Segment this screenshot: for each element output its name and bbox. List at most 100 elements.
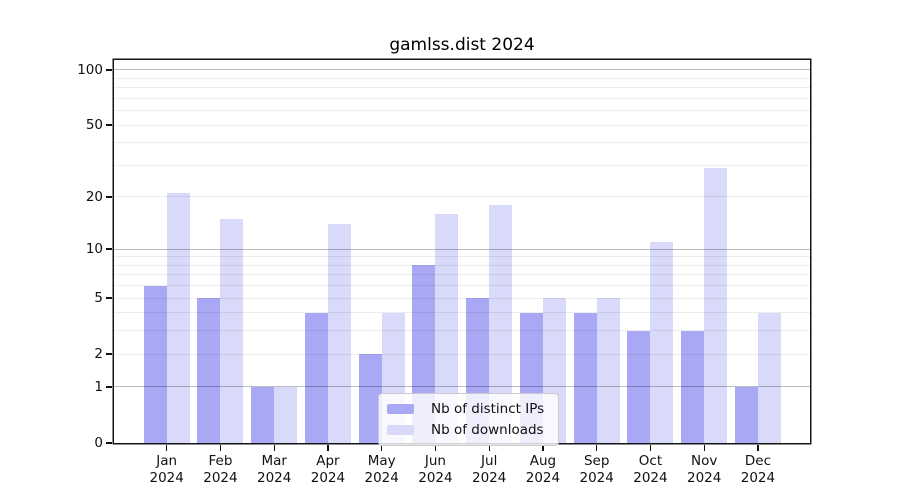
x-tick (703, 445, 705, 451)
x-tick-year: 2024 (579, 470, 614, 486)
bar-downloads (650, 242, 674, 443)
y-tick (106, 248, 112, 250)
x-tick-year: 2024 (525, 470, 561, 486)
legend-swatch (387, 425, 414, 435)
bar-distinct-ips (304, 312, 328, 443)
x-tick (219, 445, 222, 451)
x-tick-label: Apr 2024 (296, 453, 360, 487)
y-tick (106, 124, 112, 126)
gridline-80 (114, 87, 810, 89)
x-tick-year: 2024 (687, 470, 722, 486)
legend-item: Nb of downloads (387, 422, 544, 438)
y-tick-label: 50 (85, 117, 103, 134)
bar-downloads (596, 298, 620, 443)
bar-downloads (166, 193, 190, 443)
bar-downloads (435, 213, 459, 443)
x-tick-year: 2024 (203, 470, 238, 486)
x-tick-year: 2024 (310, 470, 346, 486)
x-tick-month: Apr (316, 453, 340, 469)
x-tick-label: Dec 2024 (726, 453, 790, 487)
x-tick-month: Oct (638, 453, 663, 469)
x-tick-label: Aug 2024 (511, 453, 575, 487)
bar-distinct-ips (197, 298, 221, 443)
x-tick-month: Dec (744, 453, 771, 469)
x-tick-month: Aug (529, 453, 557, 469)
bar-distinct-ips (251, 386, 275, 443)
chart-title: gamlss.dist 2024 (389, 35, 535, 55)
x-tick-year: 2024 (364, 470, 399, 486)
x-tick (434, 445, 437, 451)
x-tick-month: May (367, 453, 396, 469)
x-tick-year: 2024 (418, 470, 453, 486)
gridline-40 (114, 142, 810, 144)
y-tick-label: 0 (94, 435, 103, 451)
x-tick-month: Jul (481, 453, 498, 469)
x-tick (649, 445, 652, 451)
y-tick-label: 20 (85, 188, 103, 205)
y-tick-label: 5 (94, 290, 103, 307)
x-tick (757, 445, 759, 451)
plot-area: Nb of distinct IPs Nb of downloads 0 1 2 5 10… (77, 60, 810, 486)
legend-item: Nb of distinct IPs (387, 401, 544, 417)
bar-distinct-ips (143, 285, 167, 443)
bar-distinct-ips (681, 330, 705, 443)
x-tick (488, 445, 490, 451)
x-tick (327, 445, 329, 451)
y-tick (106, 442, 112, 444)
y-tick-label: 100 (77, 61, 103, 78)
bar-distinct-ips (358, 354, 382, 443)
bar-distinct-ips (573, 312, 597, 443)
bar-distinct-ips (734, 386, 758, 443)
y-tick (106, 196, 112, 198)
x-tick-label: Jun 2024 (403, 453, 467, 487)
y-tick (106, 386, 112, 388)
x-tick (542, 445, 544, 451)
y-tick-label: 10 (85, 241, 103, 258)
x-tick-label: Nov 2024 (672, 453, 736, 487)
x-tick (166, 445, 168, 451)
x-tick-year: 2024 (257, 470, 292, 486)
bar-downloads (220, 218, 244, 443)
x-tick (381, 445, 383, 451)
gridline-30 (114, 164, 810, 166)
x-tick-month: Jun (424, 453, 446, 469)
y-tick-label: 2 (94, 346, 103, 363)
legend: Nb of distinct IPs Nb of downloads (378, 393, 560, 446)
x-tick-label: May 2024 (350, 453, 414, 487)
x-tick-year: 2024 (740, 470, 776, 486)
y-tick-label: 1 (94, 378, 103, 395)
bar-downloads (757, 312, 781, 443)
x-tick-year: 2024 (633, 470, 668, 486)
x-tick-year: 2024 (472, 470, 507, 486)
x-tick-month: Mar (261, 453, 287, 469)
x-tick-label: Mar 2024 (242, 453, 306, 487)
x-tick-month: Feb (208, 453, 233, 469)
gridline-70 (114, 97, 810, 99)
x-tick-label: Jul 2024 (457, 453, 521, 487)
x-tick-month: Nov (691, 453, 718, 469)
x-tick-label: Feb 2024 (188, 453, 252, 487)
bar-downloads (274, 386, 298, 443)
legend-label: Nb of distinct IPs (431, 401, 545, 417)
gridline-90 (114, 77, 810, 79)
gridline-50 (114, 124, 810, 126)
x-tick-label: Oct 2024 (618, 453, 682, 487)
x-tick-month: Sep (583, 453, 610, 469)
x-tick (273, 445, 275, 451)
x-tick-label: Jan 2024 (135, 453, 199, 487)
y-tick (106, 297, 112, 299)
x-tick-label: Sep 2024 (565, 453, 629, 487)
x-tick-year: 2024 (149, 470, 184, 486)
x-tick (596, 445, 598, 451)
bar-downloads (489, 204, 513, 443)
y-tick (106, 353, 112, 355)
bar-downloads (327, 224, 351, 443)
bar-distinct-ips (627, 330, 651, 443)
x-tick-month: Jan (156, 453, 178, 469)
legend-swatch (387, 404, 414, 414)
gridline-100 (114, 69, 810, 71)
y-tick (106, 69, 112, 71)
bar-downloads (704, 167, 728, 443)
gridline-60 (114, 110, 810, 112)
